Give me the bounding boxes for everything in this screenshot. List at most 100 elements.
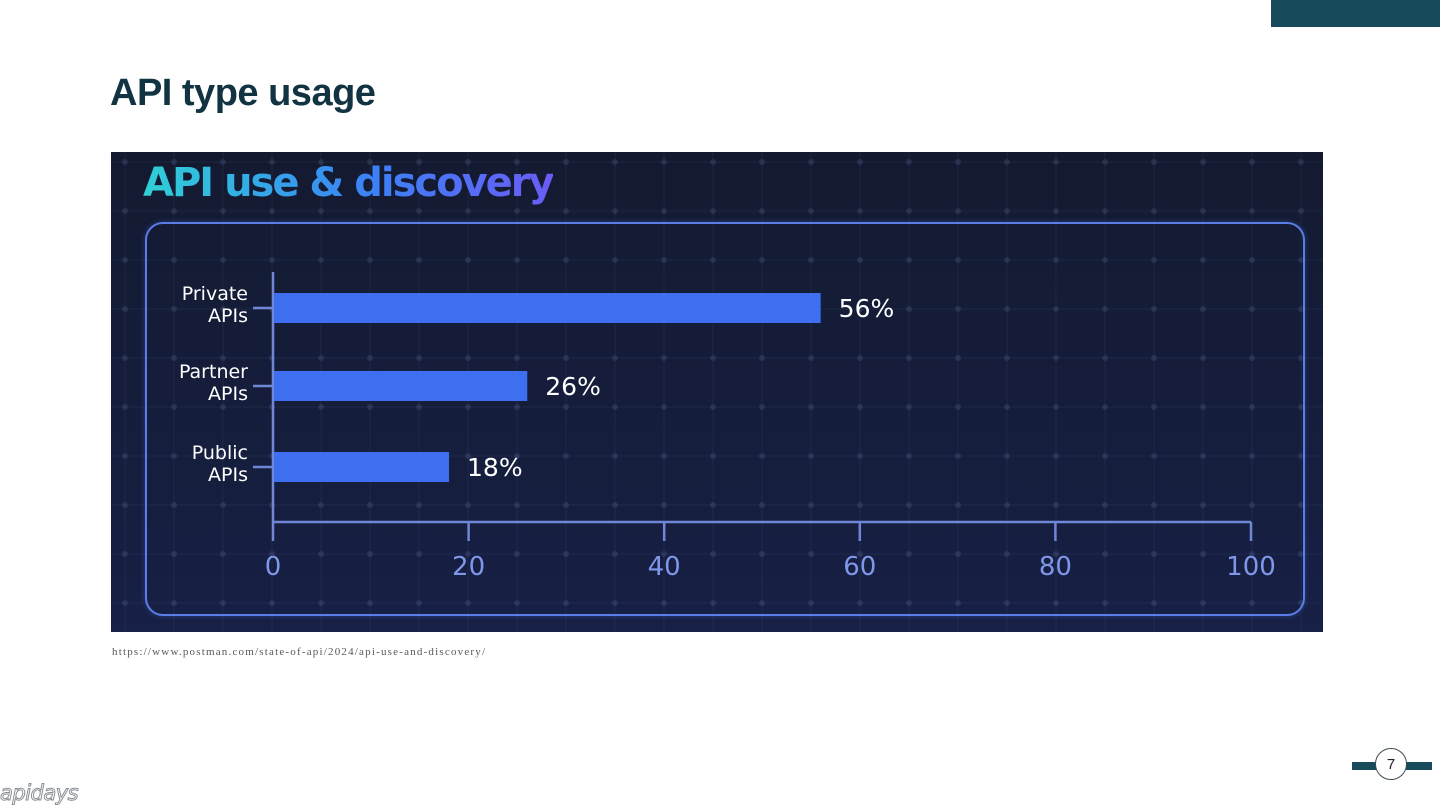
grid-dot [759,502,765,508]
grid-dot [220,502,226,508]
grid-dot [171,306,177,312]
grid-dot [122,355,128,361]
grid-dot [563,600,569,606]
grid-dot [465,159,471,165]
grid-dot [563,159,569,165]
grid-dot [1249,159,1255,165]
grid-dot [661,453,667,459]
grid-dot [612,404,618,410]
grid-dot [171,208,177,214]
grid-dot [1151,355,1157,361]
grid-dot [367,502,373,508]
grid-dot [220,355,226,361]
grid-dot [955,208,961,214]
grid-dot [514,257,520,263]
grid-dot [759,600,765,606]
grid-dot [1298,208,1304,214]
grid-dot [759,551,765,557]
grid-dot [1298,257,1304,263]
grid-dot [171,159,177,165]
grid-dot [661,257,667,263]
grid-dot [759,159,765,165]
grid-dot [1249,306,1255,312]
grid-dot [710,502,716,508]
grid-dot [1249,257,1255,263]
grid-dot [759,208,765,214]
grid-dot [122,159,128,165]
grid-dot [269,600,275,606]
bar [274,452,450,482]
grid-dot [416,551,422,557]
grid-dot [220,404,226,410]
grid-dot [122,502,128,508]
grid-dot [955,159,961,165]
apidays-logo: apidays [0,781,79,806]
grid-dot [1249,502,1255,508]
grid-dot [465,404,471,410]
grid-dot [122,404,128,410]
grid-dot [1004,551,1010,557]
grid-dot [1151,551,1157,557]
grid-dot [1102,355,1108,361]
grid-dot [269,551,275,557]
grid-dot [318,551,324,557]
grid-dot [1053,355,1059,361]
grid-dot [122,453,128,459]
grid-dot [1004,208,1010,214]
source-url[interactable]: https://www.postman.com/state-of-api/202… [112,646,487,658]
grid-dot [1151,257,1157,263]
grid-dot [514,600,520,606]
grid-dot [367,600,373,606]
grid-dot [710,551,716,557]
grid-dot [955,355,961,361]
grid-dot [906,551,912,557]
grid-dot [367,404,373,410]
grid-dot [122,208,128,214]
grid-dot [465,551,471,557]
grid-dot [710,257,716,263]
grid-dot [759,355,765,361]
grid-dot [514,355,520,361]
x-tick-label: 20 [452,552,485,582]
grid-dot [1298,159,1304,165]
grid-dot [661,502,667,508]
grid-dot [563,453,569,459]
grid-dot [1200,306,1206,312]
grid-dot [1151,502,1157,508]
grid-dot [122,306,128,312]
grid-dot [661,208,667,214]
grid-dot [906,306,912,312]
grid-dot [759,404,765,410]
category-label: Private [182,283,248,305]
grid-dot [416,502,422,508]
grid-dot [367,257,373,263]
grid-dot [1151,208,1157,214]
grid-dot [955,502,961,508]
grid-dot [1102,257,1108,263]
grid-dot [1004,355,1010,361]
grid-dot [563,257,569,263]
grid-dot [906,355,912,361]
grid-dot [661,404,667,410]
grid-dot [759,453,765,459]
grid-dot [710,159,716,165]
chart-frame [145,222,1305,616]
grid-dot [1249,551,1255,557]
grid-dot [122,600,128,606]
grid-dot [367,159,373,165]
grid-dot [269,208,275,214]
grid-dot [318,502,324,508]
grid-dot [1102,453,1108,459]
x-tick-label: 80 [1039,552,1072,582]
category-label: Partner [179,361,248,383]
grid-dot [1102,600,1108,606]
grid-dot [955,600,961,606]
grid-dot [906,208,912,214]
page-number: 7 [1386,755,1396,773]
grid-dot [220,551,226,557]
grid-dot [1298,355,1304,361]
grid-dot [465,208,471,214]
grid-dot [1004,306,1010,312]
grid-dot [857,159,863,165]
grid-dot [1249,404,1255,410]
